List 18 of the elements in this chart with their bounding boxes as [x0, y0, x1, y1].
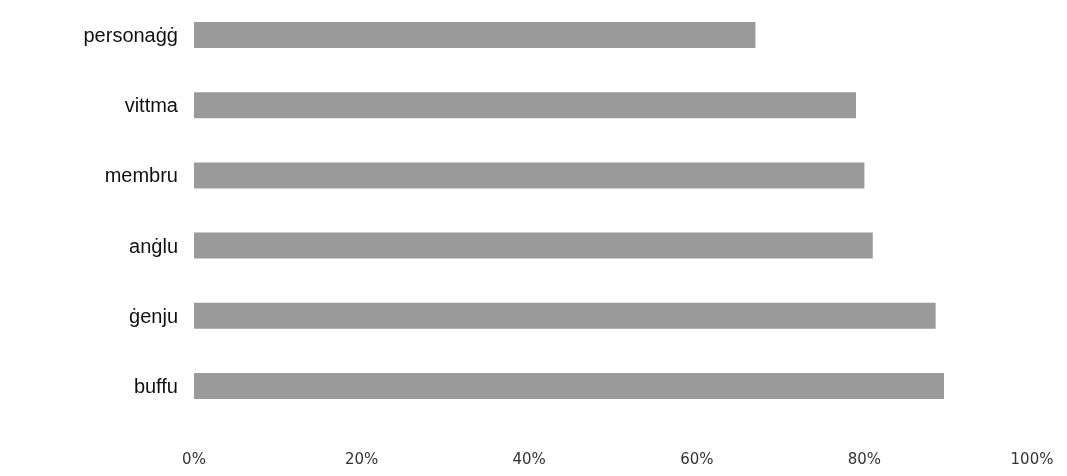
- bar: [194, 302, 936, 329]
- y-tick-label: buffu: [133, 374, 178, 397]
- y-tick-label: ġenju: [129, 304, 178, 327]
- bar: [194, 92, 857, 119]
- y-tick-label: anġlu: [129, 234, 178, 257]
- bar: [194, 372, 945, 399]
- bar: [194, 232, 873, 259]
- x-tick-label: 20%: [344, 449, 379, 468]
- y-tick-label: vittma: [124, 94, 179, 117]
- x-tick-label: 0%: [182, 449, 206, 468]
- x-tick-label: 60%: [680, 449, 714, 468]
- x-tick-label: 100%: [1010, 449, 1054, 468]
- bar: [194, 22, 756, 49]
- x-tick-label: 40%: [512, 449, 546, 468]
- bar: [194, 162, 865, 189]
- x-tick-label: 80%: [847, 449, 882, 468]
- y-tick-label: membru: [104, 164, 178, 187]
- y-tick-label: personaġġ: [83, 24, 178, 47]
